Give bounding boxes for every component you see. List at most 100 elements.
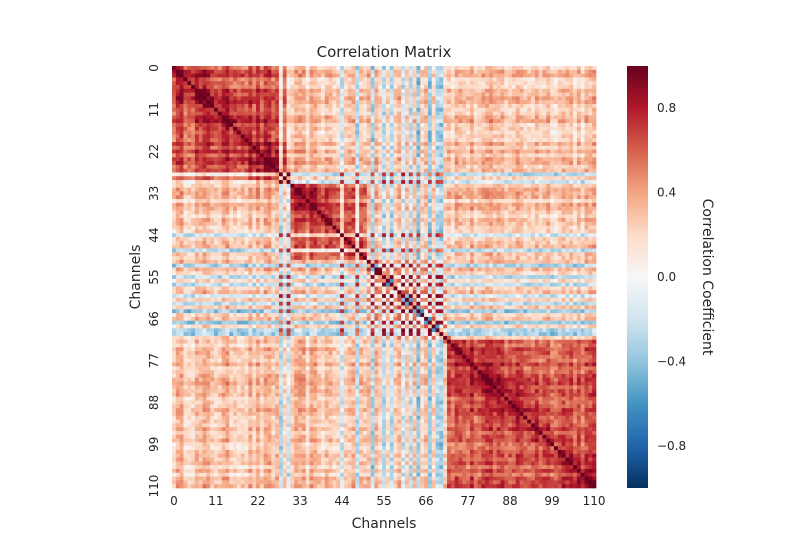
heatmap-cell <box>202 107 207 112</box>
heatmap-cell <box>427 66 433 71</box>
heatmap-cell <box>500 195 505 200</box>
heatmap-cell <box>179 119 184 124</box>
heatmap-cell <box>374 172 379 177</box>
heatmap-cell <box>531 123 536 128</box>
heatmap-cell <box>286 195 291 200</box>
heatmap-cell <box>194 206 200 211</box>
heatmap-cell <box>469 107 475 112</box>
heatmap-cell <box>236 172 242 177</box>
heatmap-cell <box>290 111 295 116</box>
heatmap-cell <box>557 92 562 97</box>
heatmap-cell <box>557 73 562 78</box>
heatmap-cell <box>175 221 180 227</box>
heatmap-cell <box>191 149 196 154</box>
heatmap-cell <box>366 183 371 189</box>
heatmap-cell <box>172 195 177 200</box>
heatmap-cell <box>424 69 429 74</box>
heatmap-cell <box>359 73 364 78</box>
heatmap-cell <box>294 183 299 189</box>
heatmap-cell <box>385 210 391 215</box>
heatmap-cell <box>240 88 245 93</box>
heatmap-cell <box>489 199 494 204</box>
heatmap-cell <box>500 180 505 185</box>
heatmap-cell <box>286 221 291 227</box>
heatmap-cell <box>447 206 452 211</box>
heatmap-cell <box>347 88 352 93</box>
heatmap-cell <box>298 107 303 112</box>
heatmap-cell <box>550 107 555 112</box>
heatmap-cell <box>473 183 478 189</box>
heatmap-cell <box>374 202 379 208</box>
heatmap-cell <box>515 229 520 234</box>
heatmap-cell <box>569 69 574 74</box>
heatmap-cell <box>217 233 223 238</box>
heatmap-cell <box>504 149 509 154</box>
heatmap-cell <box>508 123 513 128</box>
heatmap-cell <box>347 77 352 82</box>
heatmap-cell <box>485 81 490 86</box>
heatmap-cell <box>416 195 421 200</box>
heatmap-cell <box>259 107 265 112</box>
heatmap-cell <box>221 85 226 90</box>
heatmap-cell <box>588 119 593 124</box>
heatmap-cell <box>362 183 368 189</box>
heatmap-cell <box>523 138 528 143</box>
heatmap-cell <box>401 77 406 82</box>
heatmap-cell <box>252 183 257 189</box>
heatmap-cell <box>454 183 459 189</box>
heatmap-cell <box>584 92 589 97</box>
heatmap-cell <box>405 218 410 223</box>
heatmap-cell <box>229 221 234 227</box>
heatmap-cell <box>466 225 471 230</box>
heatmap-cell <box>496 229 501 234</box>
heatmap-cell <box>271 130 276 135</box>
heatmap-cell <box>447 172 452 177</box>
heatmap-cell <box>298 104 303 109</box>
heatmap-cell <box>198 66 203 71</box>
heatmap-cell <box>561 119 566 124</box>
heatmap-cell <box>454 66 459 71</box>
heatmap-cell <box>466 164 471 169</box>
heatmap-cell <box>225 229 230 234</box>
heatmap-cell <box>489 218 494 223</box>
heatmap-cell <box>278 100 284 105</box>
heatmap-cell <box>309 172 314 177</box>
heatmap-cell <box>557 81 562 86</box>
heatmap-cell <box>290 134 295 139</box>
heatmap-cell <box>259 85 265 90</box>
heatmap-cell <box>553 77 559 82</box>
heatmap-cell <box>569 104 574 109</box>
heatmap-cell <box>351 81 356 86</box>
heatmap-cell <box>259 218 265 223</box>
heatmap-cell <box>370 218 375 223</box>
heatmap-cell <box>313 123 318 128</box>
heatmap-cell <box>343 149 349 154</box>
heatmap-cell <box>485 191 490 196</box>
heatmap-cell <box>317 77 322 82</box>
heatmap-cell <box>286 210 291 215</box>
heatmap-cell <box>492 123 498 128</box>
heatmap-cell <box>236 214 242 219</box>
heatmap-cell <box>225 168 230 173</box>
heatmap-cell <box>351 214 356 219</box>
heatmap-cell <box>561 206 566 211</box>
heatmap-cell <box>412 187 417 192</box>
heatmap-cell <box>511 221 517 227</box>
heatmap-cell <box>531 119 536 124</box>
heatmap-cell <box>389 123 394 128</box>
heatmap-cell <box>416 183 421 189</box>
heatmap-cell <box>382 66 387 71</box>
heatmap-cell <box>183 202 188 208</box>
heatmap-cell <box>206 210 211 215</box>
heatmap-cell <box>527 69 532 74</box>
heatmap-cell <box>194 85 200 90</box>
heatmap-cell <box>351 111 356 116</box>
heatmap-cell <box>450 157 456 162</box>
heatmap-cell <box>424 199 429 204</box>
heatmap-cell <box>412 149 417 154</box>
heatmap-cell <box>492 210 498 215</box>
heatmap-cell <box>584 176 589 181</box>
heatmap-cell <box>347 168 352 173</box>
heatmap-cell <box>313 176 318 181</box>
heatmap-cell <box>580 225 585 230</box>
